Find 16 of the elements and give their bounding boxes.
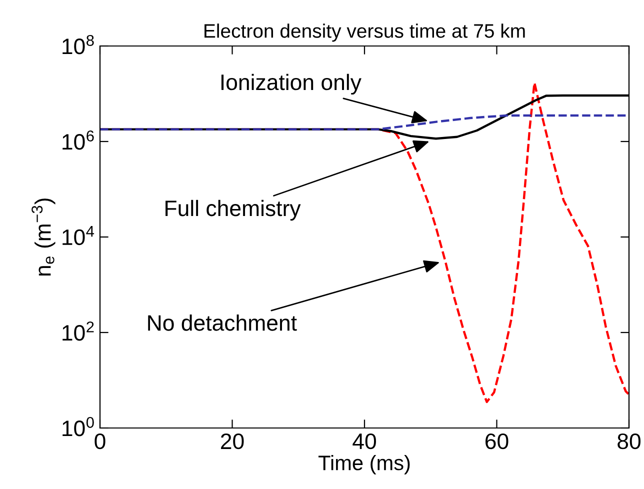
x-tick-label: 80 [618,433,640,450]
y-tick-label: 10$^{8}$ [62,34,94,54]
x-tick-label: 40 [352,433,376,450]
annotation: No detachment [148,314,297,331]
y-tick-label: 10$^{0}$ [62,416,94,436]
y-tick-label: 10$^{4}$ [62,226,94,246]
x-tick-label: 60 [486,433,508,450]
annotation: Ionization only [221,74,362,95]
x-axis-title: Time (ms) [318,454,410,474]
chart-title: Electron density versus time at 75 km [204,24,525,42]
y-axis-title: n$_{e}$ (m$^{−3}$) [32,198,56,276]
y-tick-label: 10$^{6}$ [62,130,94,150]
annotation: Full chemistry [166,200,301,221]
x-tick-label: 0 [94,433,106,450]
x-tick-label: 20 [221,433,244,450]
y-tick-label: 10$^{2}$ [62,321,94,341]
